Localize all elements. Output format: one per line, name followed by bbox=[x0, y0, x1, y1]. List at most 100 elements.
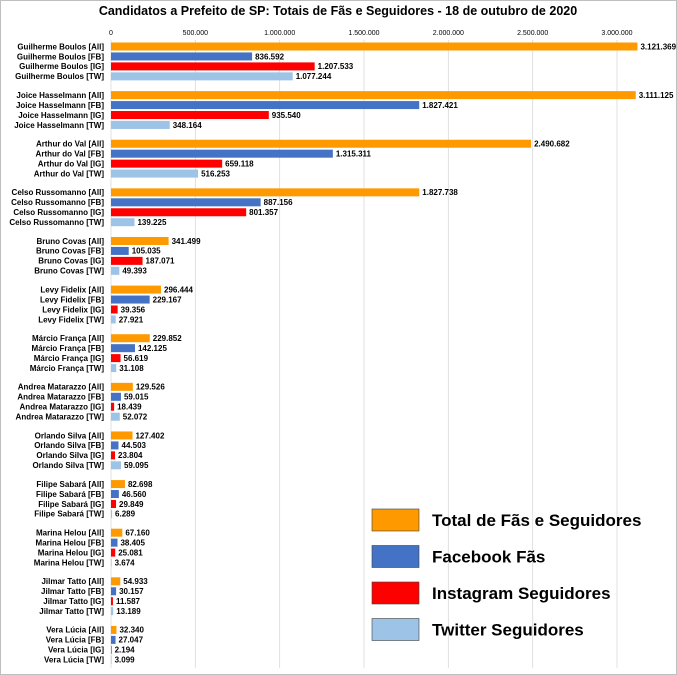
value-label: 2.490.682 bbox=[534, 140, 570, 149]
bar bbox=[111, 645, 112, 654]
bar bbox=[111, 528, 123, 537]
value-label: 229.167 bbox=[153, 295, 182, 304]
category-label: Joice Hasselmann [IG] bbox=[18, 111, 104, 120]
value-label: 2.194 bbox=[115, 646, 136, 655]
category-label: Márcio França [TW] bbox=[30, 364, 105, 373]
value-label: 29.849 bbox=[119, 500, 144, 509]
value-label: 6.289 bbox=[115, 510, 136, 519]
category-label: Márcio França [FB] bbox=[32, 344, 105, 353]
value-label: 3.674 bbox=[115, 558, 136, 567]
category-label: Orlando Silva [TW] bbox=[32, 461, 104, 470]
value-label: 49.393 bbox=[122, 267, 147, 276]
bar bbox=[111, 499, 117, 508]
bar bbox=[111, 461, 121, 470]
bar bbox=[111, 295, 150, 304]
value-label: 39.356 bbox=[121, 305, 146, 314]
value-label: 82.698 bbox=[128, 480, 153, 489]
category-label: Arthur do Val [FB] bbox=[36, 149, 105, 158]
category-label: Vera Lúcia [FB] bbox=[46, 636, 105, 645]
bar bbox=[111, 42, 638, 51]
bar bbox=[111, 597, 113, 606]
value-label: 1.207.533 bbox=[318, 62, 354, 71]
value-label: 32.340 bbox=[119, 626, 144, 635]
value-label: 30.157 bbox=[119, 587, 144, 596]
value-label: 44.503 bbox=[122, 441, 147, 450]
category-label: Jilmar Tatto [FB] bbox=[41, 587, 104, 596]
bar bbox=[111, 625, 117, 634]
value-label: 3.111.125 bbox=[639, 91, 674, 100]
bars bbox=[111, 42, 638, 664]
category-label: Celso Russomanno [TW] bbox=[9, 218, 104, 227]
category-label: Celso Russomanno [All] bbox=[12, 188, 105, 197]
value-label: 59.095 bbox=[124, 461, 149, 470]
bar bbox=[111, 635, 116, 644]
category-label: Filipe Sabará [TW] bbox=[34, 510, 104, 519]
bar bbox=[111, 441, 119, 450]
category-label: Andrea Matarazzo [TW] bbox=[16, 412, 105, 421]
category-label: Andrea Matarazzo [FB] bbox=[17, 393, 104, 402]
category-label: Filipe Sabará [IG] bbox=[38, 500, 104, 509]
value-label: 516.253 bbox=[201, 169, 230, 178]
value-label: 1.827.738 bbox=[422, 188, 458, 197]
bar bbox=[111, 256, 143, 265]
category-label: Jilmar Tatto [TW] bbox=[39, 607, 104, 616]
category-label: Filipe Sabará [All] bbox=[36, 480, 104, 489]
bar bbox=[111, 218, 135, 227]
category-label: Levy Fidelix [TW] bbox=[38, 315, 104, 324]
category-label: Guilherme Boulos [IG] bbox=[19, 62, 104, 71]
bar bbox=[111, 111, 269, 120]
value-label: 142.125 bbox=[138, 344, 167, 353]
bar bbox=[111, 451, 116, 460]
value-label: 59.015 bbox=[124, 393, 149, 402]
value-label: 935.540 bbox=[272, 111, 301, 120]
bar bbox=[111, 139, 532, 148]
legend-swatch bbox=[371, 618, 420, 641]
category-label: Orlando Silva [IG] bbox=[36, 451, 104, 460]
legend-swatch bbox=[371, 508, 420, 532]
category-label: Joice Hasselmann [TW] bbox=[14, 121, 104, 130]
category-label: Bruno Covas [FB] bbox=[36, 247, 104, 256]
value-label: 38.405 bbox=[120, 538, 145, 547]
category-label: Filipe Sabará [FB] bbox=[36, 490, 104, 499]
category-label: Marina Helou [All] bbox=[36, 529, 104, 538]
bar bbox=[111, 91, 636, 100]
value-label: 887.156 bbox=[264, 198, 293, 207]
category-label: Arthur do Val [All] bbox=[36, 140, 104, 149]
value-label: 129.526 bbox=[136, 383, 165, 392]
bar bbox=[111, 354, 121, 363]
value-label: 105.035 bbox=[132, 247, 161, 256]
bar bbox=[111, 101, 420, 110]
bar bbox=[111, 431, 133, 440]
bar bbox=[111, 587, 117, 596]
category-label: Arthur do Val [IG] bbox=[38, 159, 105, 168]
bar bbox=[111, 490, 119, 499]
legend-label: Facebook Fãs bbox=[432, 548, 545, 567]
category-label: Joice Hasselmann [All] bbox=[16, 91, 104, 100]
value-label: 348.164 bbox=[173, 121, 202, 130]
bar bbox=[111, 72, 293, 81]
value-label: 46.560 bbox=[122, 490, 147, 499]
x-tick-label: 3.000.000 bbox=[601, 30, 632, 37]
bar bbox=[111, 558, 112, 567]
bar bbox=[111, 149, 333, 158]
category-label: Andrea Matarazzo [All] bbox=[18, 383, 105, 392]
category-label: Vera Lúcia [All] bbox=[46, 626, 104, 635]
category-label: Orlando Silva [All] bbox=[35, 431, 105, 440]
bar bbox=[111, 52, 253, 61]
x-tick-label: 1.500.000 bbox=[348, 30, 379, 37]
category-label: Orlando Silva [FB] bbox=[34, 441, 104, 450]
value-label: 52.072 bbox=[123, 412, 148, 421]
bar bbox=[111, 246, 129, 255]
bar bbox=[111, 607, 114, 616]
value-label: 1.315.311 bbox=[336, 149, 372, 158]
bar bbox=[111, 315, 116, 324]
bar bbox=[111, 548, 116, 557]
bar bbox=[111, 364, 117, 373]
bar bbox=[111, 120, 170, 129]
value-label: 801.357 bbox=[249, 208, 278, 217]
bar bbox=[111, 509, 113, 518]
legend-label: Total de Fãs e Seguidores bbox=[432, 511, 641, 530]
legend-label: Twitter Seguidores bbox=[432, 621, 584, 640]
x-tick-label: 2.000.000 bbox=[433, 30, 464, 37]
